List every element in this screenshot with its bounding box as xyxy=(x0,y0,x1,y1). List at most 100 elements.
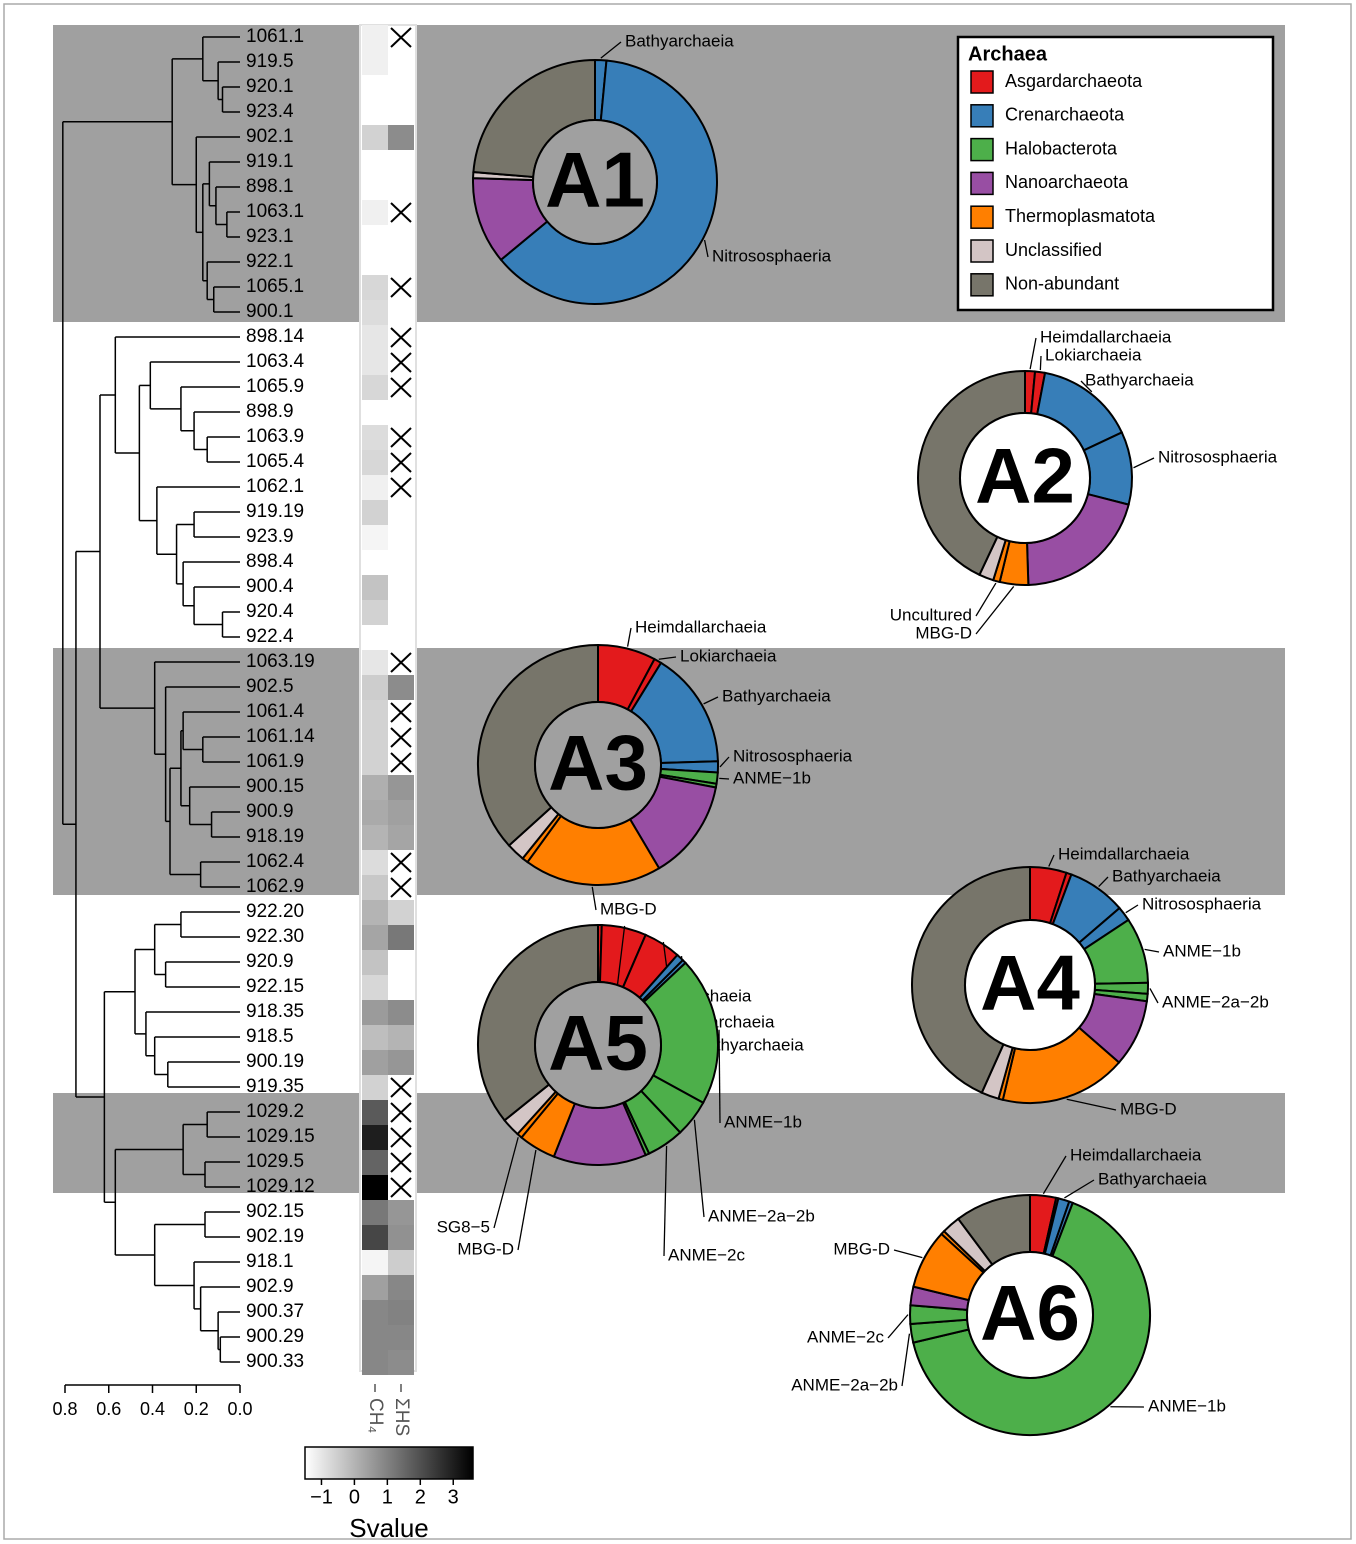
heatmap-cell xyxy=(362,825,388,850)
slice-label: ANME−2a−2b xyxy=(708,1206,815,1225)
heatmap-cell xyxy=(362,450,388,475)
heatmap-cell xyxy=(388,1325,414,1350)
leaf-label: 1063.19 xyxy=(246,651,315,672)
leader-line xyxy=(1029,337,1037,370)
donut-center-label: A1 xyxy=(545,136,645,224)
leader-line xyxy=(1133,457,1155,469)
heatmap-cell xyxy=(388,675,414,700)
slice-label: Heimdallarchaeia xyxy=(1070,1145,1202,1164)
leaf-label: 1065.4 xyxy=(246,451,305,472)
leaf-label: 1063.1 xyxy=(246,201,304,222)
heatmap-cell xyxy=(362,950,388,975)
heatmap-cell xyxy=(362,600,388,625)
heatmap-cell xyxy=(362,775,388,800)
heatmap-cell xyxy=(362,850,388,875)
heatmap-cell xyxy=(388,625,414,650)
leader-line xyxy=(591,886,597,911)
heatmap-cell xyxy=(388,175,414,200)
slice-label: Bathyarchaeia xyxy=(1085,370,1194,389)
x-tick-label: 0.4 xyxy=(140,1399,165,1419)
colorbar-tick-label: 3 xyxy=(448,1486,459,1508)
slice-label: Uncultured xyxy=(890,605,972,624)
heatmap-cell xyxy=(362,625,388,650)
leader-line xyxy=(658,656,677,660)
missing-mark xyxy=(390,327,412,348)
heatmap-cell xyxy=(362,1300,388,1325)
heatmap-cell xyxy=(388,775,414,800)
heatmap-cell xyxy=(388,75,414,100)
donut-center-label: A5 xyxy=(548,999,648,1087)
leader-line xyxy=(887,1314,909,1339)
heatmap-cell xyxy=(388,1200,414,1225)
heatmap-cell xyxy=(388,400,414,425)
missing-mark xyxy=(390,477,412,498)
heatmap-cell xyxy=(362,275,388,300)
leader-line xyxy=(1066,1098,1117,1111)
leader-line xyxy=(719,777,730,780)
heatmap-cell xyxy=(388,925,414,950)
leaf-label: 918.35 xyxy=(246,1001,304,1022)
leader-line xyxy=(703,696,719,705)
slice-label: Bathyarchaeia xyxy=(1098,1169,1207,1188)
donut-center-label: A4 xyxy=(980,939,1080,1027)
missing-mark xyxy=(390,1177,412,1198)
heatmap-cell xyxy=(388,1000,414,1025)
heatmap-cell xyxy=(362,175,388,200)
heatmap-cell xyxy=(362,900,388,925)
heatmap-cell xyxy=(362,50,388,75)
heatmap-cell xyxy=(362,25,388,50)
legend-swatch xyxy=(970,205,994,229)
heatmap-cell xyxy=(362,1250,388,1275)
heatmap-cell xyxy=(362,1000,388,1025)
heatmap-cell xyxy=(388,575,414,600)
slice-label: MBG-D xyxy=(915,623,972,642)
heatmap-cell xyxy=(388,1250,414,1275)
missing-mark xyxy=(390,352,412,373)
leaf-label: 900.33 xyxy=(246,1351,304,1372)
leader-line xyxy=(718,1029,721,1124)
heatmap-cell xyxy=(362,975,388,1000)
leader-line xyxy=(893,1249,923,1259)
leaf-label: 920.4 xyxy=(246,601,294,622)
heatmap-cell xyxy=(362,350,388,375)
legend-label: Nanoarchaeota xyxy=(1005,172,1129,192)
leader-line xyxy=(1080,380,1093,393)
heatmap-cell xyxy=(362,1150,388,1175)
leaf-label: 898.14 xyxy=(246,326,305,347)
legend-label: Thermoplasmatota xyxy=(1005,206,1156,226)
leaf-label: 1065.9 xyxy=(246,376,304,397)
leaf-label: 1065.1 xyxy=(246,276,304,297)
leaf-label: 898.1 xyxy=(246,176,294,197)
heatmap-cell xyxy=(362,425,388,450)
legend-label: Crenarchaeota xyxy=(1005,105,1125,125)
donut-center-label: A3 xyxy=(548,719,648,807)
slice-label: MBG-D xyxy=(833,1239,890,1258)
missing-mark xyxy=(390,27,412,48)
leader-line xyxy=(600,41,622,59)
heatmap-cell xyxy=(362,550,388,575)
heatmap-cell xyxy=(362,1225,388,1250)
heatmap-cell xyxy=(362,325,388,350)
heatmap-cell xyxy=(362,1275,388,1300)
leaf-label: 918.1 xyxy=(246,1251,294,1272)
heatmap-cell xyxy=(362,800,388,825)
donut-center-label: A2 xyxy=(975,432,1075,520)
heatmap-cell xyxy=(362,575,388,600)
leaf-label: 1029.5 xyxy=(246,1151,304,1172)
leader-line xyxy=(493,1137,519,1229)
slice-label: ANME−2a−2b xyxy=(1162,992,1269,1011)
heatmap-cell xyxy=(362,725,388,750)
leaf-label: 919.5 xyxy=(246,51,294,72)
heatmap-cell xyxy=(362,1075,388,1100)
slice-label: Bathyarchaeia xyxy=(722,686,831,705)
heatmap-cell xyxy=(362,700,388,725)
heatmap-cell xyxy=(388,225,414,250)
heatmap-cell xyxy=(388,1025,414,1050)
leaf-label: 919.19 xyxy=(246,501,304,522)
legend-box xyxy=(956,35,1275,312)
heatmap-cell xyxy=(388,1225,414,1250)
leaf-label: 900.37 xyxy=(246,1301,304,1322)
missing-mark xyxy=(390,277,412,298)
heatmap-cell xyxy=(362,375,388,400)
slice-label: Bathyarchaeia xyxy=(625,31,734,50)
